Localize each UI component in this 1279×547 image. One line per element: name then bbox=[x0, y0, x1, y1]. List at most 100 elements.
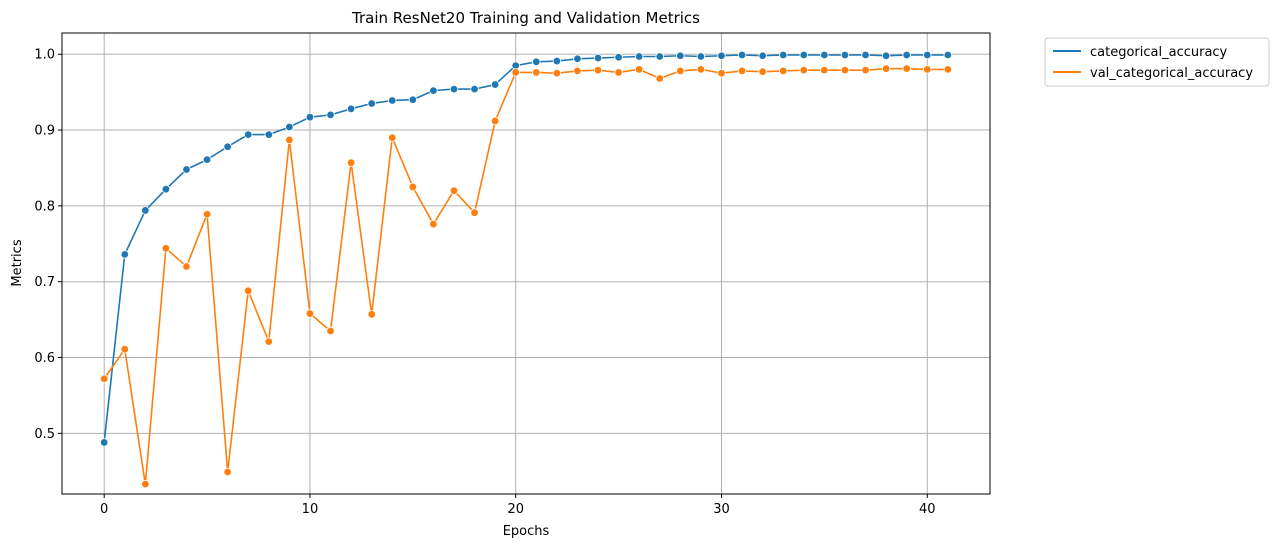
data-point-val-categorical-accuracy bbox=[696, 65, 706, 74]
data-point-val-categorical-accuracy bbox=[202, 210, 212, 219]
data-point-val-categorical-accuracy bbox=[449, 186, 459, 195]
data-point-val-categorical-accuracy bbox=[470, 208, 479, 217]
data-point-val-categorical-accuracy bbox=[840, 65, 850, 75]
legend-label-val-categorical-accuracy: val_categorical_accuracy bbox=[1090, 66, 1253, 81]
legend-label-categorical-accuracy: categorical_accuracy bbox=[1090, 45, 1228, 60]
data-point-categorical-accuracy bbox=[470, 84, 479, 94]
data-point-categorical-accuracy bbox=[676, 51, 685, 60]
data-point-categorical-accuracy bbox=[367, 99, 376, 108]
data-point-val-categorical-accuracy bbox=[717, 68, 726, 78]
data-point-val-categorical-accuracy bbox=[120, 344, 129, 354]
data-point-categorical-accuracy bbox=[161, 184, 171, 194]
data-point-val-categorical-accuracy bbox=[264, 337, 273, 346]
data-point-categorical-accuracy bbox=[881, 51, 891, 60]
data-point-val-categorical-accuracy bbox=[244, 286, 253, 295]
x-tick-label: 40 bbox=[919, 502, 936, 517]
data-point-val-categorical-accuracy bbox=[141, 479, 150, 489]
data-point-categorical-accuracy bbox=[285, 122, 294, 132]
data-point-val-categorical-accuracy bbox=[305, 309, 315, 318]
data-point-categorical-accuracy bbox=[758, 51, 767, 60]
y-tick-label: 0.9 bbox=[34, 124, 55, 139]
grid-lines bbox=[62, 33, 990, 494]
data-point-val-categorical-accuracy bbox=[779, 66, 788, 76]
data-point-categorical-accuracy bbox=[264, 130, 273, 139]
y-tick-label: 0.7 bbox=[34, 275, 55, 290]
data-point-categorical-accuracy bbox=[840, 50, 850, 60]
data-point-val-categorical-accuracy bbox=[367, 310, 376, 319]
data-point-categorical-accuracy bbox=[820, 50, 829, 60]
data-point-categorical-accuracy bbox=[429, 86, 438, 95]
data-point-categorical-accuracy bbox=[120, 250, 129, 259]
series-categorical-accuracy bbox=[99, 50, 953, 447]
data-point-val-categorical-accuracy bbox=[861, 65, 870, 75]
data-point-categorical-accuracy bbox=[202, 155, 212, 164]
data-point-categorical-accuracy bbox=[326, 110, 335, 120]
data-point-categorical-accuracy bbox=[717, 51, 726, 60]
data-point-val-categorical-accuracy bbox=[573, 66, 582, 76]
data-point-val-categorical-accuracy bbox=[285, 135, 294, 145]
data-point-val-categorical-accuracy bbox=[614, 68, 623, 77]
data-point-val-categorical-accuracy bbox=[881, 64, 891, 73]
data-point-categorical-accuracy bbox=[182, 165, 191, 174]
x-axis-ticks: 0 10 20 30 40 bbox=[100, 494, 936, 517]
data-point-val-categorical-accuracy bbox=[182, 262, 191, 271]
data-point-val-categorical-accuracy bbox=[429, 219, 438, 229]
data-point-val-categorical-accuracy bbox=[346, 158, 356, 167]
data-point-categorical-accuracy bbox=[490, 80, 500, 89]
x-tick-label: 10 bbox=[302, 502, 319, 517]
chart-title: Train ResNet20 Training and Validation M… bbox=[351, 9, 700, 27]
series-line-val-categorical-accuracy bbox=[103, 67, 948, 485]
data-point-categorical-accuracy bbox=[655, 52, 664, 61]
data-point-categorical-accuracy bbox=[99, 438, 109, 447]
y-axis-label: Metrics bbox=[10, 239, 25, 286]
x-axis-label: Epochs bbox=[503, 524, 550, 539]
x-tick-label: 0 bbox=[100, 502, 108, 517]
data-point-categorical-accuracy bbox=[799, 50, 808, 60]
data-point-categorical-accuracy bbox=[532, 57, 541, 67]
data-point-categorical-accuracy bbox=[223, 142, 232, 151]
data-point-categorical-accuracy bbox=[614, 53, 623, 62]
data-point-categorical-accuracy bbox=[449, 84, 459, 94]
data-point-val-categorical-accuracy bbox=[655, 74, 664, 83]
data-point-categorical-accuracy bbox=[305, 112, 315, 122]
data-point-val-categorical-accuracy bbox=[758, 67, 767, 76]
data-point-val-categorical-accuracy bbox=[799, 65, 808, 75]
data-point-val-categorical-accuracy bbox=[490, 116, 500, 126]
series-val-categorical-accuracy bbox=[99, 64, 953, 489]
series-layer bbox=[99, 50, 953, 489]
data-point-val-categorical-accuracy bbox=[99, 374, 109, 383]
y-tick-label: 0.6 bbox=[34, 351, 55, 366]
data-point-val-categorical-accuracy bbox=[676, 66, 685, 76]
data-point-val-categorical-accuracy bbox=[737, 66, 747, 76]
data-point-val-categorical-accuracy bbox=[552, 68, 562, 78]
data-point-val-categorical-accuracy bbox=[511, 68, 520, 77]
data-point-categorical-accuracy bbox=[634, 52, 644, 61]
data-point-categorical-accuracy bbox=[779, 50, 788, 60]
x-tick-label: 20 bbox=[507, 502, 524, 517]
data-point-val-categorical-accuracy bbox=[902, 64, 911, 73]
data-point-categorical-accuracy bbox=[696, 52, 706, 61]
plot-frame bbox=[61, 32, 991, 495]
data-point-val-categorical-accuracy bbox=[408, 182, 418, 192]
data-point-val-categorical-accuracy bbox=[161, 244, 171, 253]
data-point-categorical-accuracy bbox=[552, 56, 562, 66]
y-tick-label: 0.5 bbox=[34, 427, 55, 442]
data-point-categorical-accuracy bbox=[141, 206, 150, 215]
data-point-categorical-accuracy bbox=[943, 50, 953, 60]
data-point-categorical-accuracy bbox=[408, 95, 418, 104]
data-point-val-categorical-accuracy bbox=[923, 65, 932, 74]
data-point-categorical-accuracy bbox=[737, 50, 747, 60]
data-point-val-categorical-accuracy bbox=[388, 133, 397, 142]
data-point-categorical-accuracy bbox=[861, 50, 870, 60]
x-tick-label: 30 bbox=[713, 502, 730, 517]
data-point-categorical-accuracy bbox=[902, 50, 911, 60]
data-point-val-categorical-accuracy bbox=[943, 65, 953, 74]
data-point-categorical-accuracy bbox=[346, 104, 356, 114]
data-point-val-categorical-accuracy bbox=[634, 65, 644, 74]
y-tick-label: 0.8 bbox=[34, 199, 55, 214]
data-point-categorical-accuracy bbox=[573, 54, 582, 63]
data-point-categorical-accuracy bbox=[244, 130, 253, 139]
data-point-val-categorical-accuracy bbox=[326, 326, 335, 336]
y-axis-ticks: 0.5 0.6 0.7 0.8 0.9 1.0 bbox=[34, 48, 62, 442]
